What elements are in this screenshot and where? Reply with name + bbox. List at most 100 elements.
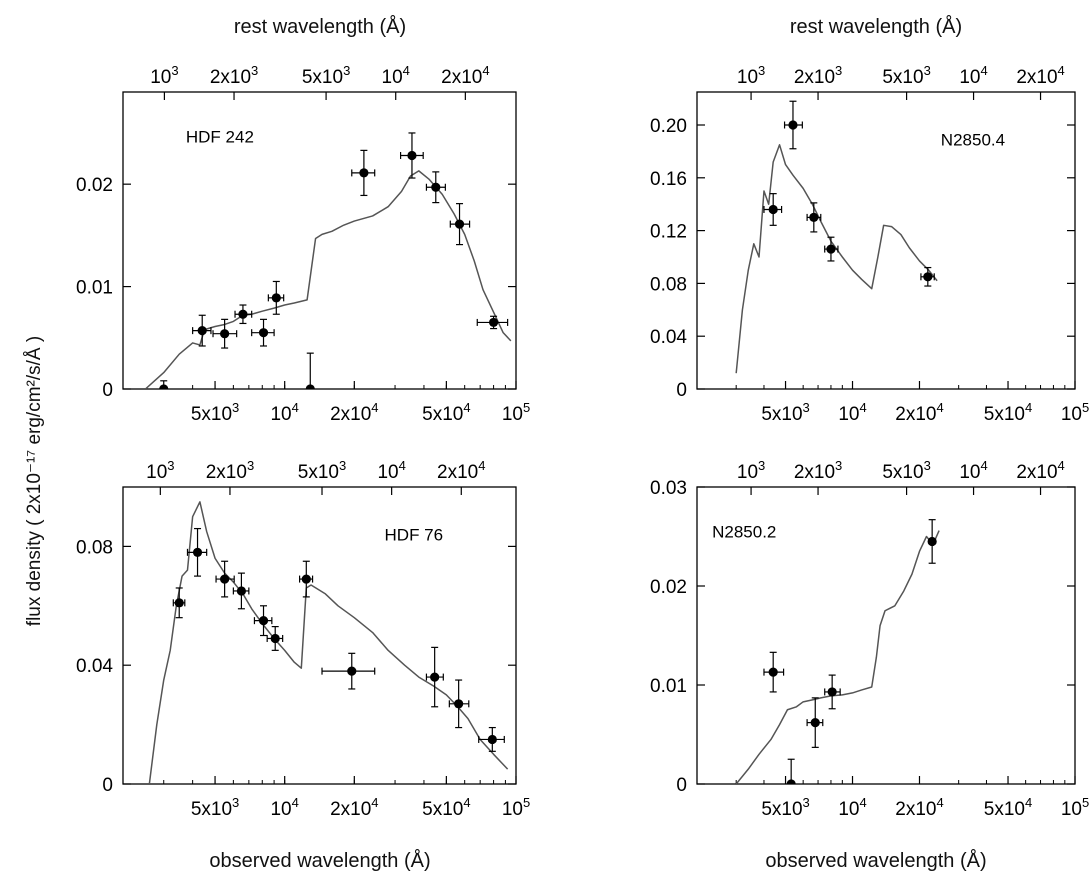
data-marker (454, 699, 464, 709)
x-tick-label: 5x103 (191, 400, 239, 425)
data-point-hdf-76-3 (215, 560, 235, 598)
top-tick-label: 2x104 (441, 63, 489, 88)
y-tick-label: 0 (676, 380, 687, 401)
x-tick-label: 5x103 (761, 795, 809, 820)
data-marker (927, 536, 937, 547)
x-tick-label: 5x104 (422, 795, 470, 820)
data-point-hdf-76-7 (298, 560, 314, 598)
top-tick-label: 2x103 (794, 458, 842, 483)
panel-label-hdf-242: HDF 242 (186, 127, 254, 146)
data-marker (786, 779, 796, 784)
x-tick-label: 105 (1061, 795, 1089, 820)
data-point-hdf-76-10 (448, 679, 470, 729)
top-tick-label: 5x103 (298, 458, 346, 483)
y-tick-label: 0.04 (650, 327, 687, 348)
data-marker (826, 244, 836, 254)
panel-hdf-76: 5x103 104 2x104 5x104 105 103 2x103 5x103 104 2x1… (76, 458, 530, 820)
data-point-n2850-2-5 (927, 519, 937, 564)
x-tick-label: 105 (1061, 400, 1089, 425)
data-marker (347, 666, 357, 676)
y-tick-label: 0.20 (650, 116, 687, 137)
y-tick-label: 0 (676, 775, 687, 796)
data-marker (407, 150, 417, 161)
x-tick-label: 105 (502, 795, 530, 820)
data-point-hdf-242-4 (234, 304, 253, 325)
top-tick-label: 2x103 (210, 63, 258, 88)
panel-n2850-2: 5x103 104 2x104 5x104 105 103 2x103 5x103 104 2x1… (650, 458, 1089, 820)
x-tick-label: 2x104 (330, 400, 378, 425)
data-marker (258, 616, 269, 626)
data-marker (301, 574, 311, 584)
data-point-n2850-2-3 (806, 697, 824, 748)
data-marker (768, 204, 778, 215)
x-tick-label: 104 (838, 795, 866, 820)
data-point-hdf-242-8 (351, 149, 376, 197)
data-marker (236, 586, 247, 596)
top-tick-label: 104 (959, 458, 987, 483)
data-marker (238, 309, 248, 319)
x-tick-label: 2x104 (895, 795, 943, 820)
y-tick-label: 0 (102, 775, 113, 796)
data-marker (258, 328, 269, 338)
data-marker (197, 326, 207, 336)
y-tick-label: 0.02 (76, 175, 113, 196)
panel-hdf-242: 5x103 104 2x104 5x104 105 103 2x103 5x103 104 2x1… (76, 63, 530, 425)
top-axis-label-right: rest wavelength (Å) (790, 15, 962, 38)
data-point-n2850-4-5 (920, 266, 935, 287)
top-tick-label: 2x104 (1016, 63, 1064, 88)
model-spectrum-hdf-76 (148, 501, 509, 784)
data-point-hdf-242-2 (192, 314, 212, 347)
top-tick-label: 104 (382, 63, 410, 88)
plot-frame-n2850-4 (696, 91, 1076, 390)
data-marker (768, 667, 778, 677)
x-tick-label: 5x103 (761, 400, 809, 425)
top-tick-label: 5x103 (882, 63, 930, 88)
data-point-hdf-76-1 (172, 587, 186, 619)
top-tick-label: 5x103 (882, 458, 930, 483)
data-marker (809, 212, 819, 222)
data-point-hdf-76-8 (321, 652, 376, 690)
data-point-n2850-4-3 (806, 202, 822, 233)
data-point-n2850-2-1 (763, 651, 785, 693)
top-tick-label: 2x103 (206, 458, 254, 483)
data-point-hdf-76-6 (266, 625, 284, 651)
data-point-hdf-242-9 (399, 132, 424, 179)
data-point-hdf-242-10 (425, 171, 446, 204)
top-tick-label: 103 (737, 63, 765, 88)
data-marker (174, 598, 184, 608)
x-tick-label: 2x104 (895, 400, 943, 425)
plot-frame-n2850-2 (696, 486, 1076, 785)
data-point-n2850-4-1 (763, 193, 783, 226)
data-point-hdf-242-1 (159, 380, 169, 389)
panel-n2850-4: 5x103 104 2x104 5x104 105 103 2x103 5x103 104 2x1… (650, 63, 1089, 425)
top-tick-label: 104 (959, 63, 987, 88)
plot-frame-hdf-76 (122, 486, 517, 785)
x-tick-label: 5x104 (984, 400, 1032, 425)
top-tick-label: 103 (146, 458, 174, 483)
data-marker (923, 272, 933, 282)
x-tick-label: 5x104 (422, 400, 470, 425)
panel-label-hdf-76: HDF 76 (385, 525, 444, 544)
data-marker (192, 547, 203, 557)
y-tick-label: 0.08 (650, 274, 687, 295)
data-marker (454, 219, 465, 229)
y-tick-label: 0.01 (76, 278, 113, 299)
model-spectrum-n2850-4 (735, 144, 938, 374)
data-point-n2850-2-2 (786, 758, 796, 784)
top-tick-label: 103 (737, 458, 765, 483)
plot-frame-hdf-242 (122, 91, 517, 390)
x-tick-label: 104 (838, 400, 866, 425)
y-tick-label: 0.04 (76, 656, 113, 677)
y-tick-label: 0.12 (650, 222, 687, 243)
data-point-hdf-242-7 (305, 352, 315, 389)
data-point-hdf-242-5 (251, 318, 275, 347)
data-marker (359, 168, 369, 178)
data-marker (788, 120, 798, 130)
data-point-hdf-242-6 (267, 280, 285, 315)
data-point-hdf-76-11 (478, 726, 505, 752)
y-tick-label: 0.02 (650, 577, 687, 598)
y-tick-label: 0.16 (650, 169, 687, 190)
data-point-hdf-76-5 (253, 605, 273, 637)
data-point-hdf-242-12 (476, 315, 509, 330)
x-tick-label: 5x104 (984, 795, 1032, 820)
